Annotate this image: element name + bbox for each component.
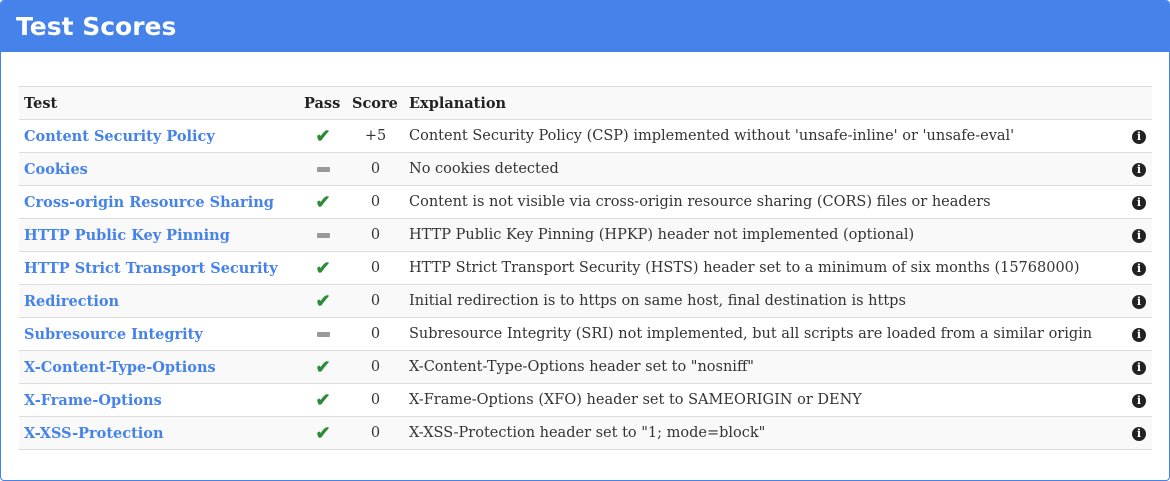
col-test: Test — [19, 86, 299, 120]
explanation-cell: HTTP Public Key Pinning (HPKP) header no… — [404, 218, 1121, 252]
info-cell: i — [1121, 350, 1152, 384]
info-cell: i — [1121, 185, 1152, 219]
table-row: X-Content-Type-Options ✔ 0 X-Content-Type-O… — [19, 350, 1152, 384]
table-row: Subresource Integrity 0 Subresource Integr… — [19, 317, 1152, 351]
info-cell: i — [1121, 218, 1152, 252]
pass-cell: ✔ — [299, 284, 347, 318]
col-pass: Pass — [299, 86, 347, 120]
info-cell: i — [1121, 317, 1152, 351]
test-name-link[interactable]: HTTP Public Key Pinning — [19, 218, 299, 252]
test-name-link[interactable]: Subresource Integrity — [19, 317, 299, 351]
explanation-cell: X-Content-Type-Options header set to "no… — [404, 350, 1121, 384]
explanation-cell: HTTP Strict Transport Security (HSTS) he… — [404, 251, 1121, 285]
check-icon: ✔ — [315, 257, 331, 279]
table-row: Cross-origin Resource Sharing ✔ 0 Content i… — [19, 185, 1152, 219]
dash-icon — [316, 331, 330, 337]
explanation-cell: No cookies detected — [404, 152, 1121, 186]
score-cell: 0 — [347, 383, 404, 417]
score-cell: 0 — [347, 251, 404, 285]
test-name-link[interactable]: X-Frame-Options — [19, 383, 299, 417]
explanation-cell: Content is not visible via cross-origin … — [404, 185, 1121, 219]
info-icon[interactable]: i — [1132, 427, 1146, 441]
test-name-link[interactable]: X-XSS-Protection — [19, 416, 299, 450]
check-icon: ✔ — [315, 125, 331, 147]
pass-cell: ✔ — [299, 185, 347, 219]
explanation-cell: Initial redirection is to https on same … — [404, 284, 1121, 318]
info-icon[interactable]: i — [1132, 328, 1146, 342]
check-icon: ✔ — [315, 191, 331, 213]
test-name-link[interactable]: HTTP Strict Transport Security — [19, 251, 299, 285]
info-icon[interactable]: i — [1132, 361, 1146, 375]
pass-cell: ✔ — [299, 383, 347, 417]
scores-table: Test Pass Score Explanation Content Secu… — [19, 86, 1152, 450]
info-icon[interactable]: i — [1132, 295, 1146, 309]
score-cell: 0 — [347, 416, 404, 450]
info-icon[interactable]: i — [1132, 130, 1146, 144]
info-cell: i — [1121, 416, 1152, 450]
check-icon: ✔ — [315, 356, 331, 378]
score-cell: +5 — [347, 119, 404, 153]
pass-cell: ✔ — [299, 251, 347, 285]
explanation-cell: X-Frame-Options (XFO) header set to SAME… — [404, 383, 1121, 417]
info-cell: i — [1121, 152, 1152, 186]
pass-cell — [299, 218, 347, 252]
info-cell: i — [1121, 119, 1152, 153]
panel-title: Test Scores — [1, 1, 1169, 52]
explanation-cell: Subresource Integrity (SRI) not implemen… — [404, 317, 1121, 351]
table-row: Redirection ✔ 0 Initial redirection is to h… — [19, 284, 1152, 318]
col-explanation: Explanation — [404, 86, 1121, 120]
table-row: Content Security Policy ✔ +5 Content Securi… — [19, 119, 1152, 153]
dash-icon — [316, 232, 330, 238]
table-row: X-Frame-Options ✔ 0 X-Frame-Options (XFO) h… — [19, 383, 1152, 417]
info-cell: i — [1121, 383, 1152, 417]
info-icon[interactable]: i — [1132, 262, 1146, 276]
check-icon: ✔ — [315, 389, 331, 411]
check-icon: ✔ — [315, 290, 331, 312]
pass-cell: ✔ — [299, 119, 347, 153]
info-icon[interactable]: i — [1132, 394, 1146, 408]
pass-cell: ✔ — [299, 416, 347, 450]
info-icon[interactable]: i — [1132, 196, 1146, 210]
test-name-link[interactable]: Content Security Policy — [19, 119, 299, 153]
table-header: Test Pass Score Explanation — [19, 86, 1152, 120]
info-icon[interactable]: i — [1132, 163, 1146, 177]
pass-cell — [299, 152, 347, 186]
table-row: Cookies 0 No cookies detected i — [19, 152, 1152, 186]
table-row: HTTP Public Key Pinning 0 HTTP Public Key … — [19, 218, 1152, 252]
test-name-link[interactable]: Cross-origin Resource Sharing — [19, 185, 299, 219]
score-cell: 0 — [347, 218, 404, 252]
score-cell: 0 — [347, 284, 404, 318]
dash-icon — [316, 166, 330, 172]
test-name-link[interactable]: Cookies — [19, 152, 299, 186]
col-info — [1121, 86, 1152, 120]
explanation-cell: X-XSS-Protection header set to "1; mode=… — [404, 416, 1121, 450]
pass-cell: ✔ — [299, 350, 347, 384]
info-cell: i — [1121, 251, 1152, 285]
info-icon[interactable]: i — [1132, 229, 1146, 243]
score-cell: 0 — [347, 350, 404, 384]
pass-cell — [299, 317, 347, 351]
score-cell: 0 — [347, 317, 404, 351]
score-cell: 0 — [347, 185, 404, 219]
check-icon: ✔ — [315, 422, 331, 444]
test-name-link[interactable]: X-Content-Type-Options — [19, 350, 299, 384]
info-cell: i — [1121, 284, 1152, 318]
score-cell: 0 — [347, 152, 404, 186]
table-row: X-XSS-Protection ✔ 0 X-XSS-Protection heade… — [19, 416, 1152, 450]
col-score: Score — [347, 86, 404, 120]
explanation-cell: Content Security Policy (CSP) implemente… — [404, 119, 1121, 153]
test-name-link[interactable]: Redirection — [19, 284, 299, 318]
table-row: HTTP Strict Transport Security ✔ 0 HTTP Str… — [19, 251, 1152, 285]
